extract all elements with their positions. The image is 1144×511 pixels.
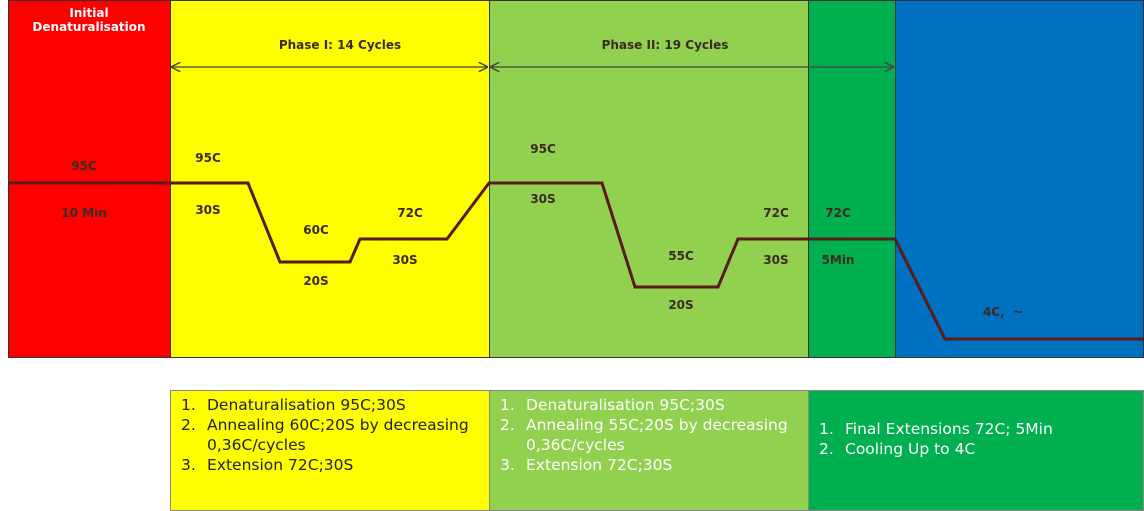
legend-item: 3. Extension 72C;30S <box>500 455 808 475</box>
item-number: 1. <box>181 396 196 414</box>
item-text: Cooling Up to 4C <box>845 440 976 458</box>
item-number: 1. <box>819 420 834 438</box>
stage-bg <box>170 0 490 358</box>
item-text: Annealing 55C;20S by decreasing 0,36C/cy… <box>526 416 788 454</box>
label: 60C <box>303 223 329 237</box>
legend-item: 2. Cooling Up to 4C <box>819 439 1143 459</box>
stage-title: Initial Denaturalisation <box>32 6 146 34</box>
stage-bg <box>895 0 1144 358</box>
label: 30S <box>195 203 221 217</box>
legend-box: 1. Denaturalisation 95C;30S 2. Annealing 55… <box>489 390 809 511</box>
label: 4C, ~ <box>982 305 1024 319</box>
label: 95C <box>530 142 556 156</box>
stage-bg <box>489 0 809 358</box>
profile <box>8 0 1144 341</box>
label: 95C <box>71 159 97 173</box>
legend-box: 1. Denaturalisation 95C;30S 2. Annealing 60… <box>170 390 490 511</box>
item-text: Denaturalisation 95C;30S <box>207 396 406 414</box>
item-number: 2. <box>181 416 196 434</box>
item-text: Annealing 60C;20S by decreasing 0,36C/cy… <box>207 416 469 454</box>
item-number: 1. <box>500 396 515 414</box>
label: 30S <box>763 253 789 267</box>
item-text: Extension 72C;30S <box>526 456 673 474</box>
label: 72C <box>397 206 423 220</box>
label: 10 Min <box>61 206 107 220</box>
item-text: Final Extensions 72C; 5Min <box>845 420 1053 438</box>
label: 55C <box>668 249 694 263</box>
legend-item: 3. Extension 72C;30S <box>181 455 489 475</box>
legend-item: 1. Denaturalisation 95C;30S <box>181 395 489 415</box>
item-number: 2. <box>500 416 515 434</box>
item-text: Denaturalisation 95C;30S <box>526 396 725 414</box>
legend-item: 2. Annealing 60C;20S by decreasing 0,36C/… <box>181 415 489 455</box>
item-text: Extension 72C;30S <box>207 456 354 474</box>
legend-item: 1. Denaturalisation 95C;30S <box>500 395 808 415</box>
label: 5Min <box>821 253 855 267</box>
label: 72C <box>763 206 789 220</box>
label: 72C <box>825 206 851 220</box>
stage-title: Phase II: 19 Cycles <box>601 38 729 52</box>
label: 30S <box>392 253 418 267</box>
legend-item: 2. Annealing 55C;20S by decreasing 0,36C/… <box>500 415 808 455</box>
stage-title: Phase I: 14 Cycles <box>278 38 402 52</box>
stage-bg <box>8 0 171 358</box>
label: 95C <box>195 151 221 165</box>
item-number: 2. <box>819 440 834 458</box>
legend-item: 1. Final Extensions 72C; 5Min <box>819 419 1143 439</box>
legend-box: 1. Final Extensions 72C; 5Min 2. Cooling Up… <box>808 390 1144 511</box>
item-number: 3. <box>181 456 196 474</box>
label: 20S <box>303 274 329 288</box>
label: 30S <box>530 192 556 206</box>
label: 20S <box>668 298 694 312</box>
item-number: 3. <box>500 456 515 474</box>
temperature-line <box>8 181 1144 341</box>
